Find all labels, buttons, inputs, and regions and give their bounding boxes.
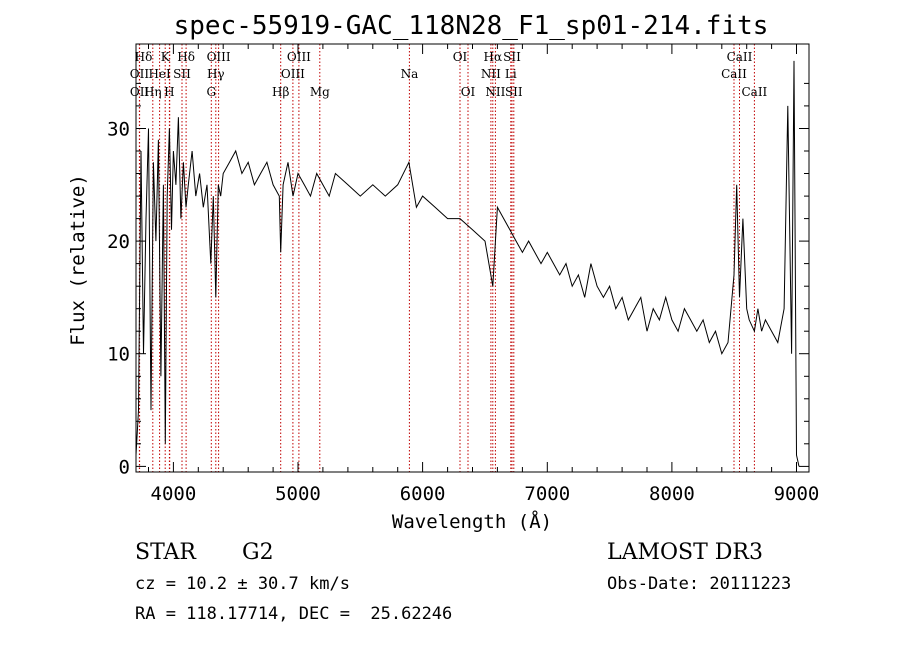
- line-label-2-8: SII: [505, 85, 523, 99]
- line-label-2-5: Mg: [310, 85, 330, 99]
- line-label-2-2: H: [164, 85, 174, 99]
- y-axis-label: Flux (relative): [67, 174, 89, 346]
- line-label-1-2: SII: [173, 67, 191, 81]
- line-label-1-7: Li: [505, 67, 517, 81]
- line-label-0-7: SII: [503, 50, 521, 64]
- line-label-2-9: CaII: [741, 85, 767, 99]
- spectrum-layer: [135, 60, 800, 467]
- x-tick-label: 5000: [275, 483, 321, 505]
- line-label-0-1: K: [161, 50, 171, 64]
- x-tick-label: 4000: [151, 483, 197, 505]
- y-tick-label: 20: [107, 231, 130, 253]
- line-label-1-0: OII: [130, 67, 150, 81]
- object-subclass: G2: [242, 540, 274, 565]
- line-label-1-3: Hγ: [207, 67, 225, 81]
- line-label-2-4: Hβ: [272, 85, 289, 99]
- line-label-1-6: NII: [481, 67, 501, 81]
- object-class: STAR: [135, 540, 196, 565]
- line-label-1-1: HeI: [148, 67, 171, 81]
- redshift-cz: cz = 10.2 ± 30.7 km/s: [135, 574, 350, 594]
- x-tick-label: 8000: [649, 483, 695, 505]
- line-label-0-6: Hα: [484, 50, 503, 64]
- spectral-line-markers: [138, 44, 755, 472]
- line-label-1-4: OIII: [281, 67, 305, 81]
- line-label-1-8: CaII: [721, 67, 747, 81]
- line-label-2-6: OI: [461, 85, 476, 99]
- chart-title: spec-55919-GAC_118N28_F1_sp01-214.fits: [174, 11, 769, 41]
- y-tick-label: 10: [107, 344, 130, 366]
- line-label-2-3: G: [207, 85, 217, 99]
- survey-name: LAMOST DR3: [607, 540, 763, 565]
- x-tick-label: 7000: [524, 483, 570, 505]
- y-axis: 0 10 20 30: [107, 82, 809, 478]
- plot-frame: [135, 43, 810, 473]
- observation-date: Obs-Date: 20111223: [607, 574, 792, 594]
- spectrum-line: [135, 60, 800, 467]
- line-label-0-3: OIII: [207, 50, 231, 64]
- line-label-0-2: Hδ: [177, 50, 195, 64]
- ra-dec: RA = 118.17714, DEC = 25.62246: [135, 604, 453, 624]
- y-tick-label: 0: [119, 456, 130, 478]
- line-label-0-5: OI: [453, 50, 468, 64]
- x-axis-label: Wavelength (Å): [392, 510, 552, 533]
- x-tick-label: 9000: [774, 483, 820, 505]
- line-label-0-4: OIII: [287, 50, 311, 64]
- x-axis: 4000 5000 6000 7000 8000 9000: [148, 44, 820, 505]
- y-tick-label: 30: [107, 119, 130, 141]
- line-label-1-5: Na: [401, 67, 419, 81]
- line-label-2-1: Hη: [144, 85, 162, 99]
- line-label-0-8: CaII: [727, 50, 753, 64]
- line-label-2-0: OII: [130, 85, 150, 99]
- x-tick-label: 6000: [400, 483, 446, 505]
- line-label-0-0: Hδ: [135, 50, 153, 64]
- line-label-2-7: NII: [485, 85, 505, 99]
